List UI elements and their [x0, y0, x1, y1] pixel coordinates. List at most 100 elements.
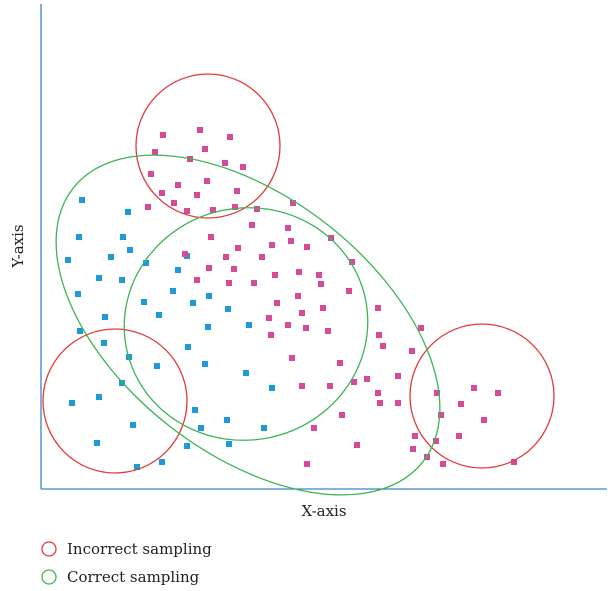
pink-data-point — [208, 234, 214, 240]
pink-data-point — [311, 425, 317, 431]
correct-sampling-ellipse-outer — [55, 154, 441, 496]
pink-data-point — [274, 300, 280, 306]
pink-data-point — [375, 305, 381, 311]
pink-data-point — [325, 328, 331, 334]
pink-data-point — [328, 235, 334, 241]
pink-data-point — [481, 417, 487, 423]
blue-data-point — [184, 443, 190, 449]
pink-data-point — [303, 325, 309, 331]
blue-data-point — [119, 277, 125, 283]
blue-data-point — [175, 267, 181, 273]
blue-data-point — [224, 417, 230, 423]
pink-data-point — [235, 245, 241, 251]
pink-data-point — [304, 461, 310, 467]
legend-incorrect-marker — [41, 541, 57, 557]
pink-data-point — [458, 401, 464, 407]
pink-data-point — [227, 134, 233, 140]
blue-data-point — [141, 299, 147, 305]
pink-data-point — [206, 265, 212, 271]
blue-data-point — [76, 234, 82, 240]
blue-data-point — [246, 322, 252, 328]
blue-data-point — [198, 425, 204, 431]
pink-data-point — [272, 272, 278, 278]
legend-correct-marker — [41, 569, 57, 585]
blue-data-point — [79, 197, 85, 203]
pink-data-point — [318, 281, 324, 287]
pink-data-point — [145, 204, 151, 210]
blue-data-point — [156, 312, 162, 318]
pink-data-point — [410, 446, 416, 452]
blue-data-point — [206, 293, 212, 299]
pink-data-point — [249, 222, 255, 228]
pink-data-point — [171, 200, 177, 206]
pink-data-point — [184, 208, 190, 214]
pink-data-point — [254, 206, 260, 212]
blue-data-point — [96, 394, 102, 400]
blue-data-point — [192, 407, 198, 413]
blue-data-point — [101, 340, 107, 346]
blue-data-point — [130, 422, 136, 428]
pink-data-point — [376, 332, 382, 338]
blue-data-point — [120, 234, 126, 240]
pink-data-point — [409, 348, 415, 354]
blue-data-point — [226, 441, 232, 447]
blue-data-point — [102, 314, 108, 320]
pink-data-point — [395, 400, 401, 406]
pink-data-point — [349, 259, 355, 265]
pink-data-point — [232, 204, 238, 210]
pink-data-point — [194, 192, 200, 198]
pink-data-point — [269, 242, 275, 248]
pink-data-point — [395, 373, 401, 379]
incorrect-sampling-circle-left — [42, 328, 188, 474]
blue-data-point — [202, 361, 208, 367]
pink-data-point — [339, 412, 345, 418]
pink-data-point — [434, 390, 440, 396]
legend-correct-label: Correct sampling — [67, 568, 200, 586]
blue-data-point — [170, 288, 176, 294]
pink-data-point — [380, 343, 386, 349]
pink-data-point — [364, 376, 370, 382]
pink-data-point — [240, 164, 246, 170]
pink-data-point — [234, 188, 240, 194]
pink-data-point — [290, 200, 296, 206]
pink-data-point — [194, 277, 200, 283]
legend-incorrect-label: Incorrect sampling — [67, 540, 212, 558]
pink-data-point — [304, 244, 310, 250]
blue-data-point — [75, 291, 81, 297]
pink-data-point — [148, 171, 154, 177]
pink-points-group — [145, 127, 517, 467]
pink-data-point — [175, 182, 181, 188]
blue-data-point — [269, 385, 275, 391]
pink-data-point — [320, 305, 326, 311]
pink-data-point — [295, 293, 301, 299]
pink-data-point — [471, 385, 477, 391]
blue-data-point — [96, 275, 102, 281]
pink-data-point — [296, 269, 302, 275]
pink-data-point — [259, 254, 265, 260]
pink-data-point — [351, 379, 357, 385]
pink-data-point — [412, 433, 418, 439]
pink-data-point — [266, 315, 272, 321]
y-axis-label: Y-axis — [9, 224, 27, 268]
pink-data-point — [288, 238, 294, 244]
pink-data-point — [268, 332, 274, 338]
blue-data-point — [225, 306, 231, 312]
pink-data-point — [226, 280, 232, 286]
pink-data-point — [495, 390, 501, 396]
pink-data-point — [251, 280, 257, 286]
pink-data-point — [160, 132, 166, 138]
pink-data-point — [231, 266, 237, 272]
pink-data-point — [289, 355, 295, 361]
pink-data-point — [418, 325, 424, 331]
blue-data-point — [77, 328, 83, 334]
pink-data-point — [152, 149, 158, 155]
blue-data-point — [134, 464, 140, 470]
blue-data-point — [94, 440, 100, 446]
pink-data-point — [433, 438, 439, 444]
blue-data-point — [65, 257, 71, 263]
pink-data-point — [346, 288, 352, 294]
blue-data-point — [190, 300, 196, 306]
blue-data-point — [154, 363, 160, 369]
correct-sampling-ellipse-inner — [123, 207, 369, 441]
